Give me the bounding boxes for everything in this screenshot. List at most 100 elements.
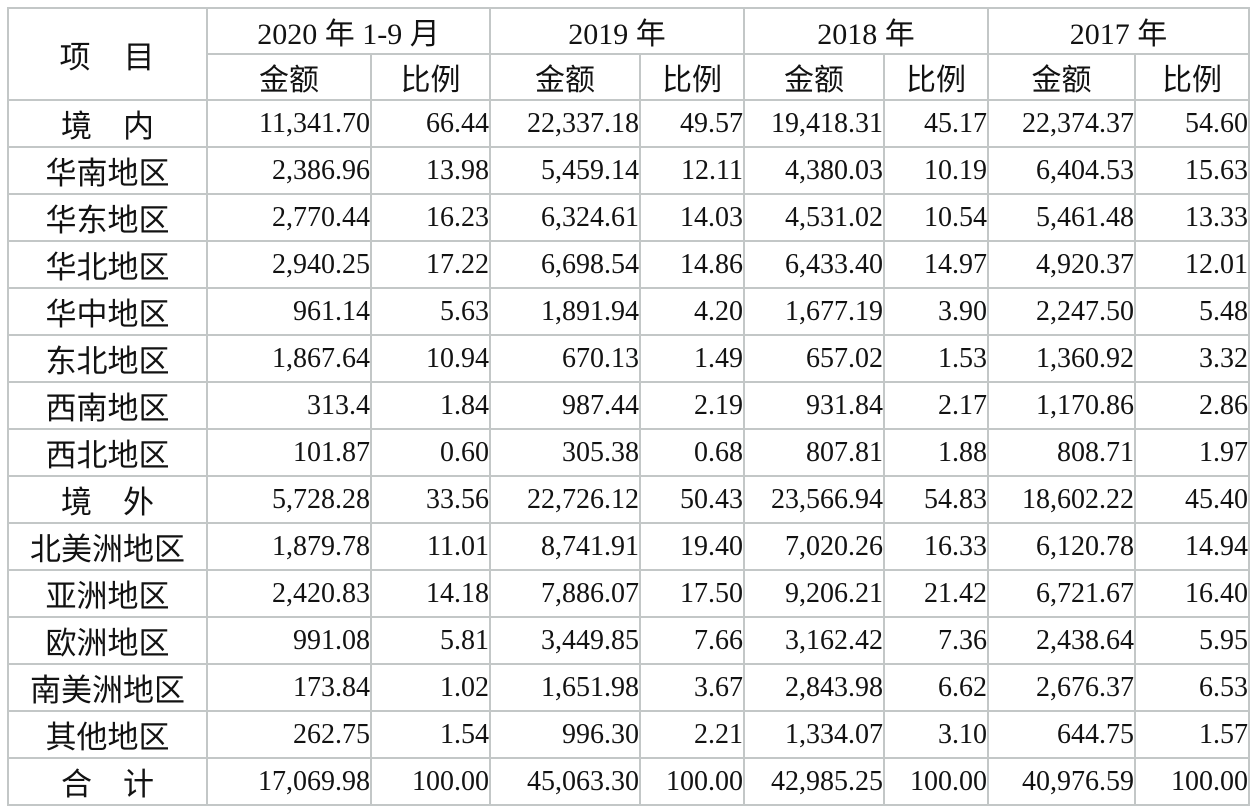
amount-cell: 2,770.44 [206, 193, 372, 242]
ratio-cell: 100.00 [370, 757, 491, 806]
amount-cell: 6,721.67 [987, 569, 1136, 618]
amount-cell: 2,247.50 [987, 287, 1136, 336]
ratio-cell: 3.32 [1134, 334, 1250, 383]
amount-cell: 5,728.28 [206, 475, 372, 524]
ratio-cell: 12.11 [639, 146, 745, 195]
amount-cell: 6,324.61 [489, 193, 641, 242]
header-period-2018: 2018 年 [743, 7, 989, 55]
header-amount-2017: 金额 [987, 53, 1136, 101]
revenue-by-region-table: 项 目 2020 年 1-9 月 2019 年 2018 年 2017 年 金额… [7, 7, 1250, 806]
ratio-cell: 1.88 [883, 428, 989, 477]
header-ratio-2017: 比例 [1134, 53, 1250, 101]
header-measure-row: 金额 比例 金额 比例 金额 比例 金额 比例 [8, 53, 1250, 101]
amount-cell: 22,337.18 [489, 99, 641, 148]
amount-cell: 670.13 [489, 334, 641, 383]
ratio-cell: 3.67 [639, 663, 745, 712]
header-ratio-2019: 比例 [639, 53, 745, 101]
header-period-2020: 2020 年 1-9 月 [206, 7, 491, 55]
amount-cell: 2,940.25 [206, 240, 372, 289]
ratio-cell: 14.97 [883, 240, 989, 289]
ratio-cell: 10.94 [370, 334, 491, 383]
table-row: 东北地区 1,867.64 10.94 670.13 1.49 657.02 1.53 1,3… [7, 334, 1250, 383]
table-row: 境 内 11,341.70 66.44 22,337.18 49.57 19,418.31… [7, 99, 1250, 148]
header-amount-2018: 金额 [743, 53, 885, 101]
ratio-cell: 4.20 [639, 287, 745, 336]
ratio-cell: 6.53 [1134, 663, 1250, 712]
amount-cell: 5,459.14 [489, 146, 641, 195]
amount-cell: 22,726.12 [489, 475, 641, 524]
ratio-cell: 54.60 [1134, 99, 1250, 148]
ratio-cell: 7.36 [883, 616, 989, 665]
amount-cell: 11,341.70 [206, 99, 372, 148]
amount-cell: 644.75 [987, 710, 1136, 759]
table-row: 华东地区 2,770.44 16.23 6,324.61 14.03 4,531.02 10… [7, 193, 1250, 242]
row-label: 华中地区 [7, 287, 208, 336]
amount-cell: 305.38 [489, 428, 641, 477]
header-period-row: 项 目 2020 年 1-9 月 2019 年 2018 年 2017 年 [7, 7, 1250, 101]
amount-cell: 17,069.98 [206, 757, 372, 806]
row-label: 境 内 [7, 99, 208, 148]
row-label: 北美洲地区 [7, 522, 208, 571]
amount-cell: 1,891.94 [489, 287, 641, 336]
amount-cell: 991.08 [206, 616, 372, 665]
ratio-cell: 16.40 [1134, 569, 1250, 618]
amount-cell: 6,698.54 [489, 240, 641, 289]
table-row: 北美洲地区 1,879.78 11.01 8,741.91 19.40 7,020.26 1… [7, 522, 1250, 571]
document-page: 项 目 2020 年 1-9 月 2019 年 2018 年 2017 年 金额… [7, 7, 1250, 806]
amount-cell: 19,418.31 [743, 99, 885, 148]
ratio-cell: 21.42 [883, 569, 989, 618]
header-period-2017: 2017 年 [987, 7, 1250, 55]
ratio-cell: 1.53 [883, 334, 989, 383]
row-label: 欧洲地区 [7, 616, 208, 665]
table-row: 其他地区 262.75 1.54 996.30 2.21 1,334.07 3.10 644.… [7, 710, 1250, 759]
amount-cell: 4,380.03 [743, 146, 885, 195]
ratio-cell: 13.33 [1134, 193, 1250, 242]
header-amount-2019: 金额 [489, 53, 641, 101]
ratio-cell: 19.40 [639, 522, 745, 571]
ratio-cell: 10.19 [883, 146, 989, 195]
ratio-cell: 2.21 [639, 710, 745, 759]
header-period-2019: 2019 年 [489, 7, 745, 55]
amount-cell: 9,206.21 [743, 569, 885, 618]
header-item: 项 目 [7, 7, 208, 101]
amount-cell: 2,843.98 [743, 663, 885, 712]
amount-cell: 6,120.78 [987, 522, 1136, 571]
amount-cell: 2,438.64 [987, 616, 1136, 665]
table-row: 欧洲地区 991.08 5.81 3,449.85 7.66 3,162.42 7.36 2,… [7, 616, 1250, 665]
amount-cell: 996.30 [489, 710, 641, 759]
amount-cell: 4,531.02 [743, 193, 885, 242]
ratio-cell: 12.01 [1134, 240, 1250, 289]
row-label: 亚洲地区 [7, 569, 208, 618]
row-label: 华南地区 [7, 146, 208, 195]
amount-cell: 22,374.37 [987, 99, 1136, 148]
amount-cell: 101.87 [206, 428, 372, 477]
row-label: 西南地区 [7, 381, 208, 430]
ratio-cell: 14.86 [639, 240, 745, 289]
ratio-cell: 5.95 [1134, 616, 1250, 665]
table-row: 亚洲地区 2,420.83 14.18 7,886.07 17.50 9,206.21 21… [7, 569, 1250, 618]
ratio-cell: 3.90 [883, 287, 989, 336]
amount-cell: 961.14 [206, 287, 372, 336]
ratio-cell: 100.00 [639, 757, 745, 806]
table-row: 境 外 5,728.28 33.56 22,726.12 50.43 23,566.94 5… [7, 475, 1250, 524]
row-label: 境 外 [7, 475, 208, 524]
amount-cell: 8,741.91 [489, 522, 641, 571]
amount-cell: 3,162.42 [743, 616, 885, 665]
table-header: 项 目 2020 年 1-9 月 2019 年 2018 年 2017 年 金额… [7, 7, 1250, 101]
amount-cell: 42,985.25 [743, 757, 885, 806]
ratio-cell: 0.60 [370, 428, 491, 477]
amount-cell: 931.84 [743, 381, 885, 430]
ratio-cell: 15.63 [1134, 146, 1250, 195]
ratio-cell: 45.40 [1134, 475, 1250, 524]
ratio-cell: 0.68 [639, 428, 745, 477]
amount-cell: 807.81 [743, 428, 885, 477]
ratio-cell: 11.01 [370, 522, 491, 571]
amount-cell: 45,063.30 [489, 757, 641, 806]
ratio-cell: 17.22 [370, 240, 491, 289]
amount-cell: 1,651.98 [489, 663, 641, 712]
ratio-cell: 16.23 [370, 193, 491, 242]
amount-cell: 1,360.92 [987, 334, 1136, 383]
ratio-cell: 2.19 [639, 381, 745, 430]
table-body: 境 内 11,341.70 66.44 22,337.18 49.57 19,418.31… [7, 99, 1250, 806]
ratio-cell: 6.62 [883, 663, 989, 712]
